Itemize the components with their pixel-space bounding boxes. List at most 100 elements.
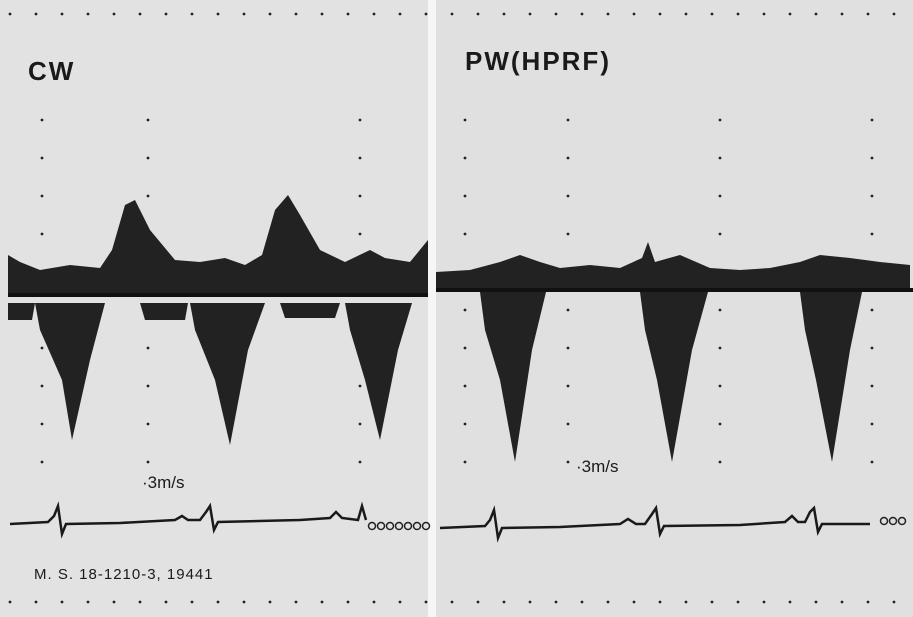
grid-dot bbox=[566, 384, 570, 388]
grid-dot bbox=[320, 600, 324, 604]
grid-dot bbox=[138, 12, 142, 16]
grid-dot bbox=[814, 12, 818, 16]
grid-dot bbox=[242, 12, 246, 16]
grid-dot bbox=[554, 600, 558, 604]
grid-dot bbox=[866, 600, 870, 604]
grid-dot bbox=[870, 156, 874, 160]
marker-circle bbox=[412, 521, 422, 531]
grid-dot bbox=[358, 460, 362, 464]
grid-dot bbox=[190, 12, 194, 16]
grid-dot bbox=[566, 232, 570, 236]
grid-dot bbox=[870, 384, 874, 388]
grid-dot bbox=[268, 600, 272, 604]
grid-dot bbox=[870, 308, 874, 312]
grid-dot bbox=[870, 232, 874, 236]
spectrum-upper bbox=[436, 242, 910, 290]
spectrum-lower bbox=[35, 303, 105, 440]
grid-dot bbox=[762, 600, 766, 604]
spectrum-upper bbox=[8, 195, 428, 295]
grid-dot bbox=[566, 194, 570, 198]
spectrum-lower bbox=[800, 292, 862, 462]
grid-dot bbox=[463, 232, 467, 236]
grid-dot bbox=[718, 460, 722, 464]
grid-dot bbox=[580, 600, 584, 604]
grid-dot bbox=[372, 12, 376, 16]
grid-dot bbox=[216, 600, 220, 604]
grid-dot bbox=[40, 156, 44, 160]
grid-dot bbox=[146, 460, 150, 464]
mode-label: CW bbox=[28, 56, 75, 86]
grid-dot bbox=[358, 194, 362, 198]
grid-dot bbox=[463, 422, 467, 426]
grid-dot bbox=[814, 600, 818, 604]
grid-dot bbox=[34, 12, 38, 16]
marker-circle bbox=[879, 516, 889, 526]
grid-dot bbox=[164, 600, 168, 604]
grid-dot bbox=[358, 156, 362, 160]
grid-dot bbox=[146, 118, 150, 122]
grid-dot bbox=[840, 600, 844, 604]
spectrum-lower bbox=[190, 303, 265, 445]
grid-dot bbox=[112, 600, 116, 604]
grid-dot bbox=[450, 600, 454, 604]
grid-dot bbox=[190, 600, 194, 604]
scale-label: ·3m/s bbox=[576, 457, 619, 476]
grid-dot bbox=[146, 346, 150, 350]
grid-dot bbox=[866, 12, 870, 16]
grid-dot bbox=[424, 12, 428, 16]
grid-dot bbox=[580, 12, 584, 16]
grid-dot bbox=[398, 600, 402, 604]
grid-dot bbox=[684, 12, 688, 16]
grid-dots bbox=[8, 12, 896, 604]
grid-dot bbox=[606, 12, 610, 16]
baseline bbox=[436, 288, 913, 292]
grid-dot bbox=[476, 600, 480, 604]
marker-circle bbox=[376, 521, 386, 531]
grid-dot bbox=[566, 346, 570, 350]
grid-dot bbox=[528, 600, 532, 604]
grid-dot bbox=[146, 384, 150, 388]
grid-dot bbox=[60, 600, 64, 604]
marker-circle bbox=[403, 521, 413, 531]
grid-dot bbox=[684, 600, 688, 604]
marker-circle bbox=[888, 516, 898, 526]
grid-dot bbox=[736, 12, 740, 16]
grid-dot bbox=[606, 600, 610, 604]
grid-dot bbox=[8, 12, 12, 16]
grid-dot bbox=[358, 422, 362, 426]
grid-dot bbox=[870, 460, 874, 464]
grid-dot bbox=[372, 600, 376, 604]
grid-dot bbox=[398, 12, 402, 16]
grid-dot bbox=[632, 600, 636, 604]
grid-dot bbox=[718, 384, 722, 388]
spectrum-lower bbox=[640, 292, 708, 462]
grid-dot bbox=[40, 118, 44, 122]
grid-dot bbox=[86, 600, 90, 604]
grid-dot bbox=[450, 12, 454, 16]
grid-dot bbox=[718, 118, 722, 122]
grid-dot bbox=[632, 12, 636, 16]
grid-dot bbox=[320, 12, 324, 16]
grid-dot bbox=[463, 194, 467, 198]
grid-dot bbox=[138, 600, 142, 604]
grid-dot bbox=[463, 156, 467, 160]
grid-dot bbox=[112, 12, 116, 16]
grid-dot bbox=[528, 12, 532, 16]
grid-dot bbox=[658, 600, 662, 604]
ecg-trace bbox=[439, 504, 870, 543]
grid-dot bbox=[788, 12, 792, 16]
marker-circle bbox=[385, 521, 395, 531]
divider bbox=[428, 0, 436, 617]
grid-dot bbox=[346, 600, 350, 604]
grid-dot bbox=[8, 600, 12, 604]
grid-dot bbox=[718, 422, 722, 426]
grid-dot bbox=[40, 232, 44, 236]
grid-dot bbox=[40, 422, 44, 426]
spectrum-lower bbox=[8, 303, 340, 320]
spectrum-lower bbox=[345, 303, 412, 440]
grid-dot bbox=[788, 600, 792, 604]
grid-dot bbox=[146, 422, 150, 426]
grid-dot bbox=[146, 156, 150, 160]
grid-dot bbox=[870, 194, 874, 198]
grid-dot bbox=[146, 194, 150, 198]
